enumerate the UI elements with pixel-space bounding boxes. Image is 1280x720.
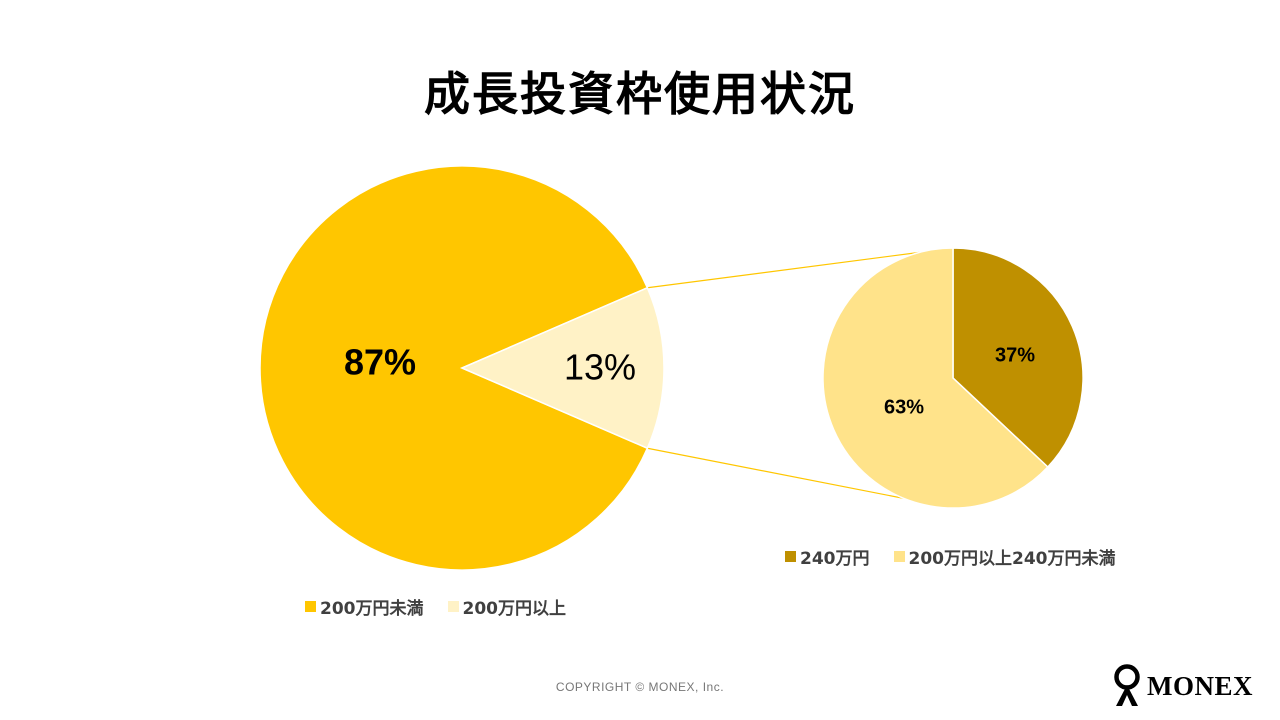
detail-label-0: 37% (995, 344, 1035, 366)
monex-logo-icon (1114, 664, 1140, 706)
legend-swatch (447, 601, 459, 612)
data-label-0: 87% (344, 342, 416, 383)
legend-label: 200万円以上 (462, 599, 567, 619)
legend-label: 200万円未満 (320, 599, 424, 619)
data-label-1: 13% (564, 347, 636, 388)
detail-label-1: 63% (884, 396, 924, 418)
page-title: 成長投資枠使用状況 (424, 67, 856, 121)
connector-line-0 (647, 247, 954, 289)
legend-item-200-to-240: 200万円以上240万円未満 (893, 544, 1116, 569)
copyright-text: COPYRIGHT © MONEX, Inc. (555, 680, 725, 694)
pie-slice-1 (460, 286, 665, 450)
legend-swatch (785, 551, 796, 562)
legend-label: 240万円 (800, 549, 870, 569)
legend-item-240: 240万円 (785, 544, 870, 569)
legend-item-under-200: 200万円未満 (305, 594, 424, 619)
monex-logo: MONEX (1110, 664, 1253, 708)
legend-label: 200万円以上240万円未満 (908, 549, 1116, 569)
detail-pie: 37% 63% (822, 247, 1084, 509)
legend-item-over-200: 200万円以上 (447, 594, 567, 619)
logo-text: MONEX (1147, 670, 1253, 701)
main-pie: 87% 13% (259, 165, 665, 571)
legend-swatch (305, 601, 316, 612)
legend-swatch (893, 551, 905, 562)
detail-slice-0 (952, 247, 1084, 469)
detail-slice-1 (822, 247, 1049, 509)
main-pie-legend: 200万円未満 200万円以上 (305, 594, 590, 619)
pie-slice-0 (259, 165, 649, 571)
detail-pie-legend: 240万円 200万円以上240万円未満 (785, 544, 1139, 569)
